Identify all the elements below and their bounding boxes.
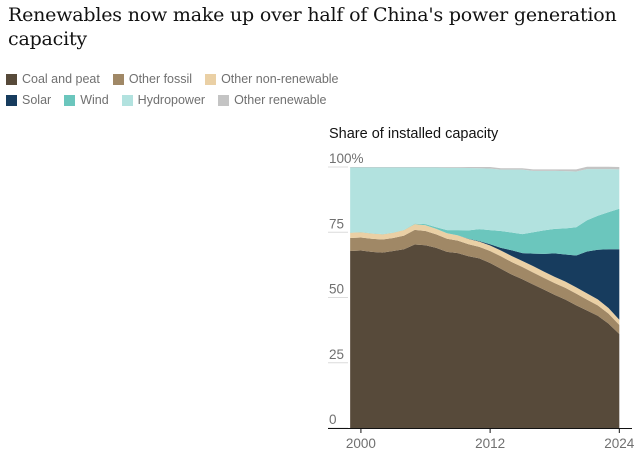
area-series-group — [350, 166, 620, 428]
x-tick-label-2012: 2012 — [475, 436, 505, 451]
legend-swatch-other-fossil — [112, 73, 124, 85]
legend-swatch-other-non-renewable — [205, 73, 217, 85]
legend-label-other-fossil: Other fossil — [128, 72, 193, 86]
legend-label-coal-and-peat: Coal and peat — [22, 72, 100, 86]
legend-swatch-solar — [6, 94, 17, 106]
x-tick-label-2000: 2000 — [346, 436, 376, 451]
chart-subtitle: Share of installed capacity — [329, 126, 499, 142]
legend-swatch-hydropower — [121, 94, 133, 106]
legend-swatch-other-renewable — [218, 94, 230, 106]
x-tick-label-2024: 2024 — [604, 436, 635, 451]
legend-item-other-renewable: Other renewable — [218, 93, 326, 107]
y-tick-label-0: 0 — [329, 412, 337, 427]
legend-row-1: Coal and peat Other fossil Other non-ren… — [6, 72, 636, 86]
legend-label-hydropower: Hydropower — [137, 93, 206, 107]
area-coal-and-peat — [350, 244, 620, 428]
legend-label-solar: Solar — [22, 93, 52, 107]
x-axis-ticks: 2000 2012 2024 — [346, 428, 635, 451]
legend-item-hydropower: Hydropower — [121, 93, 206, 107]
y-tick-label-25: 25 — [329, 347, 344, 362]
y-tick-label-100: 100% — [329, 151, 364, 166]
area-other-renewable — [350, 166, 620, 172]
area-other-fossil — [350, 229, 620, 335]
legend-item-coal-and-peat: Coal and peat — [6, 72, 100, 86]
area-wind — [350, 208, 620, 256]
legend-swatch-wind — [64, 94, 76, 106]
legend-item-other-fossil: Other fossil — [112, 72, 193, 86]
legend-row-2: Solar Wind Hydropower Other renewable — [6, 93, 636, 107]
legend-item-solar: Solar — [6, 93, 51, 107]
legend-item-other-non-renewable: Other non-renewable — [205, 72, 339, 86]
legend-swatch-coal-and-peat — [6, 73, 17, 85]
area-other-non-renewable — [350, 224, 620, 325]
area-solar — [350, 224, 620, 320]
legend-label-wind: Wind — [80, 93, 109, 107]
legend-label-other-non-renewable: Other non-renewable — [221, 72, 339, 86]
legend-item-wind: Wind — [64, 93, 109, 107]
area-hydropower — [350, 167, 620, 235]
y-tick-label-75: 75 — [329, 216, 344, 231]
y-tick-label-50: 50 — [329, 282, 344, 297]
legend-label-other-renewable: Other renewable — [234, 93, 327, 107]
chart-title: Renewables now make up over half of Chin… — [8, 4, 617, 50]
y-axis-ticks: 0 25 50 75 100% — [328, 151, 364, 429]
